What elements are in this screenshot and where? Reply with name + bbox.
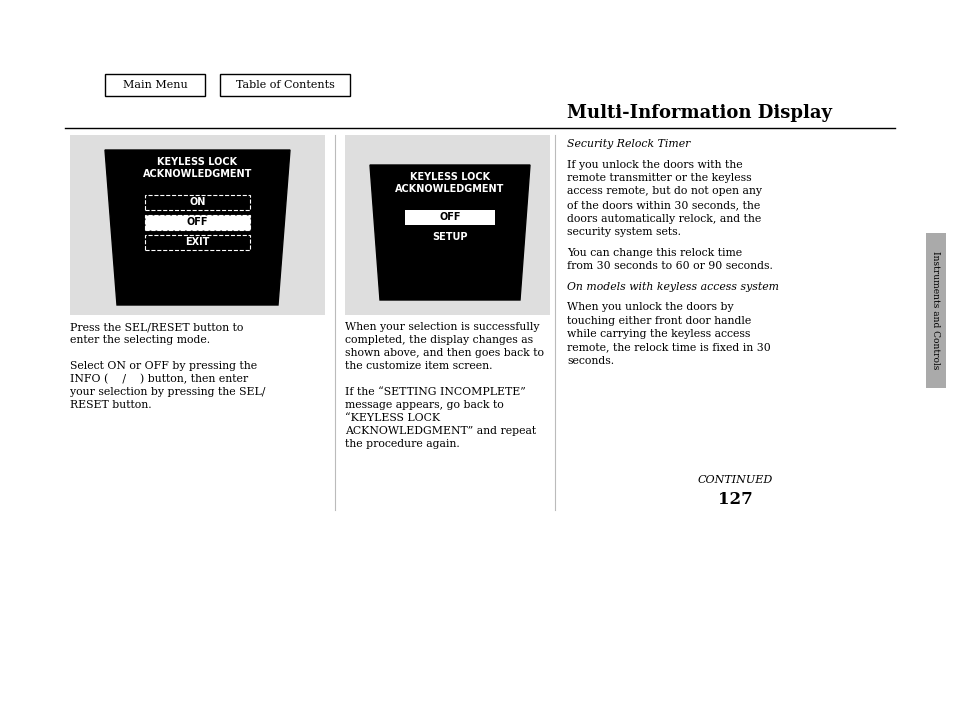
Text: Instruments and Controls: Instruments and Controls [930,251,940,369]
Text: Table of Contents: Table of Contents [235,80,335,90]
Text: ACKNOWLEDGMENT: ACKNOWLEDGMENT [143,169,252,179]
Bar [70,135,325,315]
Bar [145,195,250,209]
Text: “KEYLESS LOCK: “KEYLESS LOCK [345,413,439,423]
Text: RESET button.: RESET button. [70,400,152,410]
Text: OFF: OFF [438,212,460,222]
Bar [105,74,205,96]
Text: from 30 seconds to 60 or 90 seconds.: from 30 seconds to 60 or 90 seconds. [566,261,772,271]
Text: completed, the display changes as: completed, the display changes as [345,335,533,345]
Text: 127: 127 [717,491,752,508]
Text: You can change this relock time: You can change this relock time [566,248,741,258]
Text: touching either front door handle: touching either front door handle [566,315,750,325]
Text: remote, the relock time is fixed in 30: remote, the relock time is fixed in 30 [566,342,770,352]
Text: the procedure again.: the procedure again. [345,439,459,449]
Text: On models with keyless access system: On models with keyless access system [566,281,779,292]
Text: while carrying the keyless access: while carrying the keyless access [566,329,750,339]
Text: seconds.: seconds. [566,356,614,366]
Text: message appears, go back to: message appears, go back to [345,400,503,410]
Text: doors automatically relock, and the: doors automatically relock, and the [566,214,760,224]
Text: enter the selecting mode.: enter the selecting mode. [70,335,210,345]
Bar [145,214,250,229]
Text: Multi-Information Display: Multi-Information Display [567,104,832,122]
Text: ACKNOWLEDGMENT” and repeat: ACKNOWLEDGMENT” and repeat [345,426,536,436]
Text: OFF: OFF [187,217,208,227]
Polygon shape [370,165,530,300]
Text: of the doors within 30 seconds, the: of the doors within 30 seconds, the [566,200,760,210]
Text: ON: ON [189,197,206,207]
Bar [220,74,350,96]
Text: ACKNOWLEDGMENT: ACKNOWLEDGMENT [395,184,504,194]
Bar [405,209,495,224]
Bar [345,135,550,315]
Text: your selection by pressing the SEL/: your selection by pressing the SEL/ [70,387,265,397]
Text: KEYLESS LOCK: KEYLESS LOCK [410,172,490,182]
Text: Security Relock Timer: Security Relock Timer [566,139,690,149]
Text: security system sets.: security system sets. [566,227,680,237]
Text: If you unlock the doors with the: If you unlock the doors with the [566,160,741,170]
Text: CONTINUED: CONTINUED [697,475,772,485]
Text: SETUP: SETUP [432,232,467,242]
Text: Main Menu: Main Menu [123,80,187,90]
Text: EXIT: EXIT [185,237,210,247]
Text: Select ON or OFF by pressing the: Select ON or OFF by pressing the [70,361,257,371]
Text: INFO (    /    ) button, then enter: INFO ( / ) button, then enter [70,374,248,384]
Text: the customize item screen.: the customize item screen. [345,361,492,371]
Text: shown above, and then goes back to: shown above, and then goes back to [345,348,543,358]
Bar [925,232,945,388]
Text: KEYLESS LOCK: KEYLESS LOCK [157,157,237,167]
Text: When your selection is successfully: When your selection is successfully [345,322,539,332]
Text: When you unlock the doors by: When you unlock the doors by [566,302,733,312]
Text: If the “SETTING INCOMPLETE”: If the “SETTING INCOMPLETE” [345,387,525,397]
Bar [145,234,250,249]
Text: access remote, but do not open any: access remote, but do not open any [566,187,761,197]
Text: Press the SEL/RESET button to: Press the SEL/RESET button to [70,322,243,332]
Text: remote transmitter or the keyless: remote transmitter or the keyless [566,173,751,183]
Polygon shape [105,150,290,305]
